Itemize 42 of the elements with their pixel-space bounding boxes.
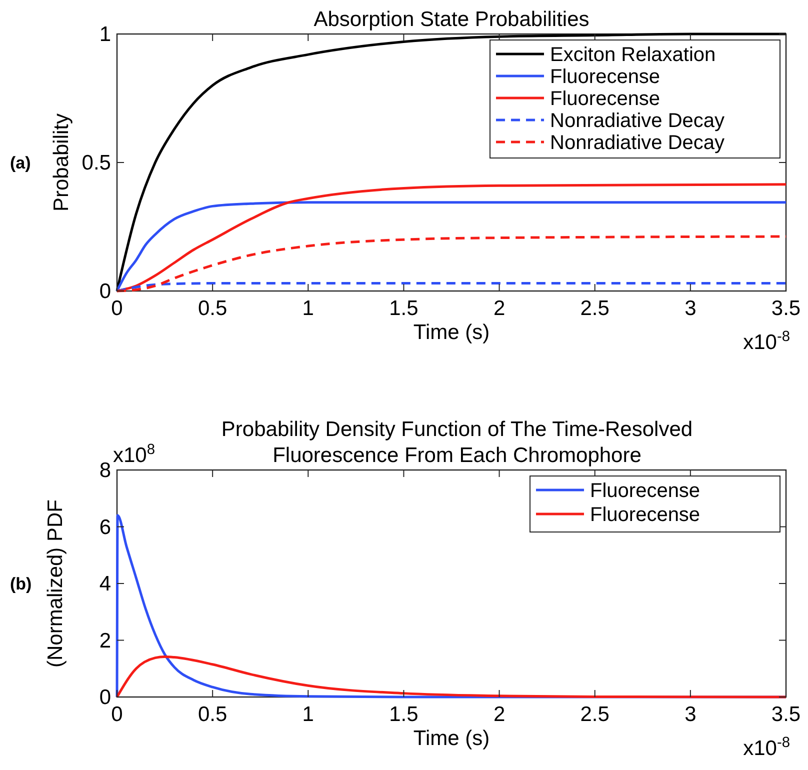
x-tick-label: 2 — [493, 297, 506, 320]
x-tick-label: 1 — [302, 703, 314, 726]
legend-label: Nonradiative Decay — [550, 110, 725, 132]
x-tick-label: 2.5 — [580, 703, 610, 726]
text: x10$^{-8}$ — [743, 329, 790, 354]
y-tick-label: 1 — [99, 23, 111, 46]
x-tick-label: 1 — [302, 297, 314, 320]
y-tick-label: 2 — [99, 629, 111, 652]
line-series — [116, 32, 788, 292]
x-tick-label: 1.5 — [389, 297, 418, 320]
x-tick-label: 2 — [493, 703, 506, 726]
text: (b) — [10, 574, 32, 594]
y-tick-label: 0.5 — [82, 152, 111, 174]
y-tick-label: 8 — [99, 459, 111, 482]
y-axis-title: (Normalized) PDF — [44, 499, 67, 668]
text: (a) — [10, 154, 31, 172]
x-axis-title: Time (s) — [413, 321, 490, 344]
x-tick-label: 3 — [684, 297, 696, 320]
legend-label: Fluorecense — [550, 88, 660, 110]
chart-title: Absorption State Probabilities — [314, 8, 590, 31]
x-tick-label: 3 — [684, 703, 696, 726]
y-tick-label: 4 — [99, 572, 112, 596]
legend-label: Fluorecense — [550, 66, 660, 88]
y-axis-title: Probability — [50, 112, 73, 212]
x-tick-label: 1.5 — [389, 703, 418, 726]
text: x10$^{-8}$ — [743, 735, 790, 760]
line-series — [116, 655, 788, 698]
x-tick-label: 3.5 — [771, 703, 801, 726]
x-axis-title: Time (s) — [413, 727, 490, 750]
legend-label: Fluorecense — [590, 504, 700, 526]
x-tick-label: 0.5 — [198, 297, 228, 320]
legend-label: Exciton Relaxation — [550, 44, 716, 66]
legend-label: Nonradiative Decay — [550, 132, 725, 154]
x-tick-label: 2.5 — [580, 297, 610, 320]
x-tick-label: 3.5 — [771, 297, 801, 320]
y-tick-label: 0 — [99, 686, 111, 709]
y-tick-label: 6 — [99, 516, 111, 539]
x-tick-label: 0.5 — [198, 703, 228, 726]
chart-title: Probability Density Function of The Time-Resolved Fluorescence From Each Chromophore — [221, 418, 693, 467]
y-tick-label: 0 — [99, 280, 111, 303]
text: x10$^{8}$ — [113, 442, 156, 467]
legend-label: Fluorecense — [590, 480, 700, 502]
